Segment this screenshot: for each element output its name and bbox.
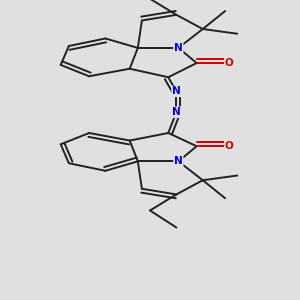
Text: N: N [172, 107, 181, 117]
Text: O: O [225, 141, 233, 151]
Text: N: N [174, 43, 183, 53]
Text: N: N [174, 156, 183, 166]
Text: O: O [225, 58, 233, 68]
Text: N: N [172, 86, 181, 96]
